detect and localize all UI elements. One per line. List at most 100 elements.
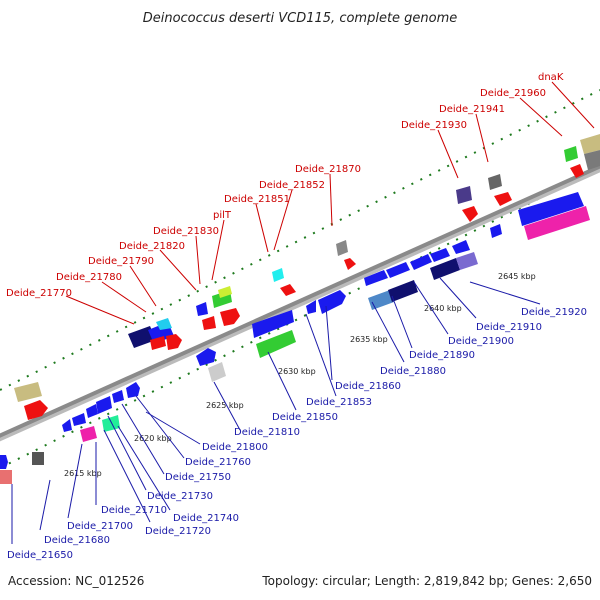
tick-label: 2635 kbp: [350, 335, 388, 344]
gene-label: Deide_21810: [234, 427, 300, 438]
gene-arrow: [570, 164, 584, 178]
gene-label: Deide_21720: [145, 526, 211, 537]
gene-arrow: [386, 262, 410, 278]
gene-label: Deide_21890: [409, 350, 475, 361]
gene-box: [102, 415, 120, 432]
gene-arrow: [126, 382, 140, 398]
gene-arrow: [280, 284, 296, 296]
gene-label: pilT: [213, 210, 232, 221]
gene-label: Deide_21853: [306, 397, 372, 408]
gene-arrow: [318, 290, 346, 314]
map-title: Deinococcus deserti VCD115, complete gen…: [143, 11, 458, 26]
gene-label: Deide_21710: [101, 505, 167, 516]
tick-label: 2645 kbp: [498, 272, 536, 281]
gene-label: Deide_21750: [165, 472, 231, 483]
gene-box: [564, 146, 578, 162]
gene-label: Deide_21850: [272, 412, 338, 423]
tick-label: 2640 kbp: [424, 304, 462, 313]
gene-arrow: [202, 316, 216, 330]
gene-box: [580, 134, 600, 154]
tick-label: 2630 kbp: [278, 367, 316, 376]
gene-box: [196, 302, 208, 316]
gene-arrow: [220, 308, 240, 326]
gene-label: Deide_21700: [67, 521, 133, 532]
forward-labels: Deide_21770 Deide_21780 Deide_21790 Deid…: [6, 72, 595, 325]
gene-box: [80, 426, 97, 442]
gene-box: [272, 268, 284, 282]
gene-box: [456, 252, 478, 270]
reverse-labels: Deide_21650 Deide_21680 Deide_21700 Deid…: [7, 277, 587, 561]
gene-label: Deide_21780: [56, 272, 122, 283]
gene-label: Deide_21790: [88, 256, 154, 267]
gene-label: Deide_21880: [380, 366, 446, 377]
gene-arrow: [518, 192, 584, 226]
gene-arrow: [196, 348, 216, 366]
gene-label: dnaK: [538, 72, 564, 83]
tick-label: 2620 kbp: [134, 434, 172, 443]
gene-label: Deide_21900: [448, 336, 514, 347]
gene-label: Deide_21860: [335, 381, 401, 392]
ruler-tick-labels: 2615 kbp 2620 kbp 2625 kbp 2630 kbp 2635…: [64, 272, 536, 478]
gene-box: [218, 286, 232, 298]
ruler-lines: [0, 89, 600, 469]
accession-text: Accession: NC_012526: [8, 574, 144, 588]
gene-label: Deide_21920: [521, 307, 587, 318]
gene-arrow: [150, 336, 166, 350]
gene-arrow: [252, 310, 294, 338]
gene-label: Deide_21930: [401, 120, 467, 131]
gene-arrow: [364, 270, 388, 286]
gene-box: [430, 258, 460, 280]
gene-arrow: [24, 400, 48, 420]
gene-arrow: [112, 390, 124, 403]
gene-box: [208, 362, 226, 382]
gene-label: Deide_21760: [185, 457, 251, 468]
gene-box: [368, 290, 394, 310]
gene-arrow: [452, 240, 470, 254]
gene-box: [336, 240, 348, 256]
gene-arrow: [462, 206, 478, 222]
gene-arrow: [0, 455, 8, 469]
gene-box: [32, 452, 44, 465]
gene-box: [456, 186, 472, 204]
gene-arrow: [72, 413, 86, 426]
gene-label: Deide_21740: [173, 513, 239, 524]
gene-box: [388, 280, 418, 302]
ruler-outer: [0, 89, 600, 391]
gene-arrow: [306, 300, 316, 314]
gene-arrow: [344, 258, 356, 270]
topology-text: Topology: circular; Length: 2,819,842 bp…: [261, 574, 592, 588]
gene-box: [488, 174, 502, 190]
gene-arrow: [494, 192, 512, 206]
forward-genes: [14, 134, 600, 420]
tick-label: 2615 kbp: [64, 469, 102, 478]
gene-arrow: [166, 334, 182, 350]
gene-arrow: [96, 396, 112, 414]
gene-arrow: [490, 224, 502, 238]
tick-label: 2625 kbp: [206, 401, 244, 410]
gene-label: Deide_21680: [44, 535, 110, 546]
gene-arrow: [86, 404, 98, 418]
gene-box: [14, 382, 42, 402]
gene-label: Deide_21820: [119, 241, 185, 252]
gene-label: Deide_21870: [295, 164, 361, 175]
gene-label: Deide_21730: [147, 491, 213, 502]
gene-label: Deide_21941: [439, 104, 505, 115]
gene-label: Deide_21770: [6, 288, 72, 299]
gene-box: [256, 330, 296, 358]
genome-backbone: [0, 164, 600, 438]
gene-label: Deide_21852: [259, 180, 325, 191]
reverse-genes: [0, 192, 590, 484]
gene-label: Deide_21830: [153, 226, 219, 237]
gene-label: Deide_21910: [476, 322, 542, 333]
gene-label: Deide_21851: [224, 194, 290, 205]
gene-box: [584, 150, 600, 170]
gene-label: Deide_21960: [480, 88, 546, 99]
gene-arrow: [410, 254, 432, 270]
gene-label: Deide_21650: [7, 550, 73, 561]
gene-box: [524, 206, 590, 240]
ruler-inner: [0, 167, 600, 469]
gene-box: [0, 470, 12, 484]
gene-arrow: [430, 248, 450, 262]
